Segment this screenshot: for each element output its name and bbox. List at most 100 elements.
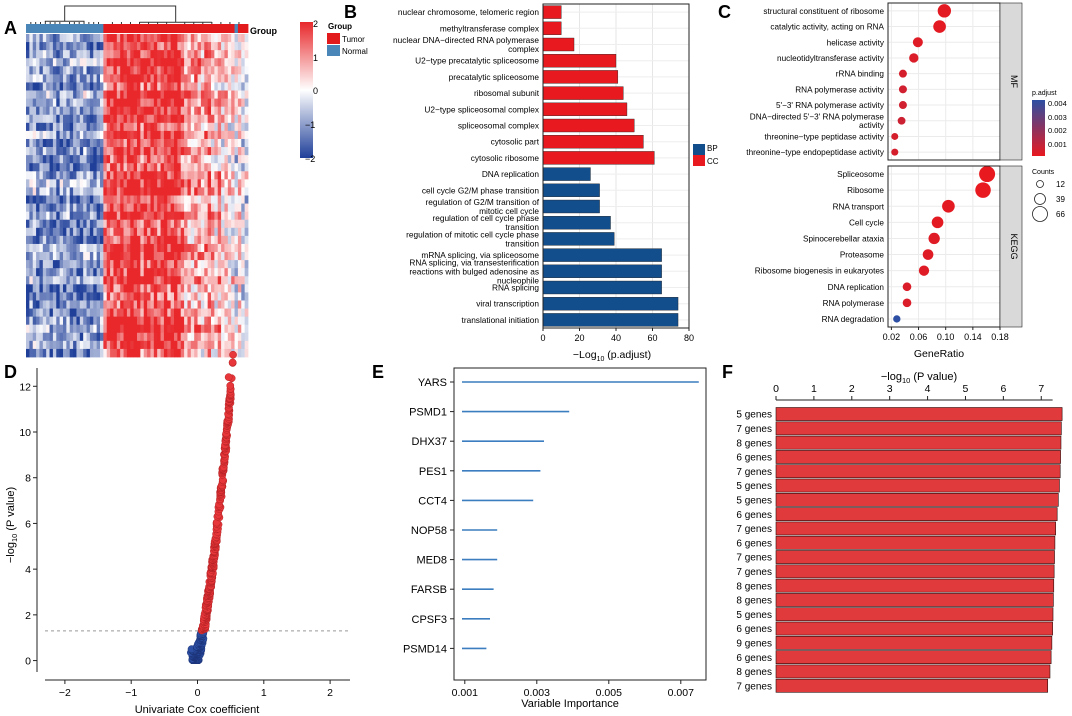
heatmap-cell <box>207 260 212 269</box>
heatmap-cell <box>46 74 50 83</box>
heatmap-cell <box>177 276 182 285</box>
heatmap-cell <box>143 227 148 237</box>
heatmap-cell <box>180 66 185 75</box>
heatmap-cell <box>46 138 50 148</box>
heatmap-cell <box>241 195 246 204</box>
heatmap-cell <box>147 98 151 108</box>
bar <box>542 118 635 133</box>
heatmap-cell <box>180 122 185 132</box>
padjust-tick: 0.004 <box>1048 99 1067 108</box>
heatmap-cell <box>49 300 54 309</box>
heatmap-cell <box>83 235 87 245</box>
heatmap-cell <box>140 300 145 309</box>
heatmap-cell <box>204 300 209 309</box>
heatmap-cell <box>221 82 225 91</box>
heatmap-cell <box>160 292 165 301</box>
heatmap-cell <box>217 98 222 108</box>
heatmap-cell <box>96 227 101 237</box>
heatmap-cell <box>79 235 84 245</box>
heatmap-cell <box>194 130 198 140</box>
heatmap-cell <box>197 147 202 156</box>
heatmap-cell <box>36 219 40 229</box>
heatmap-cell <box>63 268 67 277</box>
heatmap-cell <box>39 147 44 156</box>
panel-label-c: C <box>718 2 731 22</box>
heatmap-cell <box>93 66 98 75</box>
heatmap-cell <box>157 122 161 132</box>
heatmap-cell <box>147 324 151 334</box>
heatmap-cell <box>96 163 101 172</box>
heatmap-cell <box>103 171 108 180</box>
heatmap-cell <box>126 66 131 75</box>
heatmap-cell <box>170 147 175 156</box>
heatmap-cell <box>133 195 138 204</box>
heatmap-cell <box>46 114 50 124</box>
heatmap-cell <box>49 340 54 350</box>
heatmap-cell <box>244 74 249 83</box>
heatmap-cell <box>76 300 81 309</box>
heatmap-cell <box>63 203 67 213</box>
heatmap-cell <box>52 106 57 116</box>
heatmap-cell <box>116 284 121 293</box>
heatmap-cell <box>137 163 141 172</box>
heatmap-cell <box>227 340 232 350</box>
heatmap-cell <box>153 340 158 350</box>
heatmap-cell <box>36 332 40 342</box>
heatmap-cell <box>217 138 222 148</box>
heatmap-cell <box>69 98 74 108</box>
heatmap-cell <box>224 114 229 124</box>
heatmap-cell <box>120 324 124 334</box>
heatmap-cell <box>194 332 198 342</box>
heatmap-cell <box>106 219 111 229</box>
heatmap-cell <box>231 235 235 245</box>
heatmap-cell <box>46 66 50 75</box>
heatmap-cell <box>157 211 161 221</box>
heatmap-cell <box>204 332 209 342</box>
heatmap-cell <box>157 74 161 83</box>
heatmap-cell <box>26 252 30 261</box>
heatmap-cell <box>207 324 212 334</box>
heatmap-cell <box>42 66 47 75</box>
heatmap-cell <box>123 276 128 285</box>
heatmap-cell <box>79 147 84 156</box>
heatmap-cell <box>36 348 40 358</box>
heatmap-cell <box>153 163 158 172</box>
heatmap-cell <box>133 90 138 99</box>
heatmap-cell <box>46 284 50 293</box>
heatmap-cell <box>214 155 219 164</box>
heatmap-cell <box>52 243 57 253</box>
heatmap-cell <box>126 276 131 285</box>
heatmap-cell <box>217 195 222 204</box>
heatmap-cell <box>39 90 44 99</box>
heatmap-cell <box>177 211 182 221</box>
heatmap-cell <box>137 243 141 253</box>
heatmap-cell <box>227 316 232 326</box>
heatmap-cell <box>143 90 148 99</box>
heatmap-cell <box>42 187 47 196</box>
heatmap-cell <box>163 211 168 221</box>
heatmap-cell <box>56 66 61 75</box>
heatmap-cell <box>49 316 54 326</box>
heatmap-cell <box>42 106 47 116</box>
heatmap-cell <box>160 155 165 164</box>
heatmap-cell <box>150 171 155 180</box>
heatmap-cell <box>130 284 135 293</box>
heatmap-cell <box>207 308 212 318</box>
heatmap-cell <box>160 211 165 221</box>
heatmap-cell <box>32 284 37 293</box>
heatmap-cell <box>130 219 135 229</box>
heatmap-cell <box>46 82 50 91</box>
heatmap-cell <box>180 227 185 237</box>
heatmap-cell <box>93 219 98 229</box>
heatmap-cell <box>29 42 34 51</box>
facet-strip <box>999 165 1023 328</box>
annotation-cell <box>204 24 209 33</box>
heatmap-cell <box>49 74 54 83</box>
heatmap-cell <box>217 324 222 334</box>
heatmap-cell <box>133 106 138 116</box>
heatmap-cell <box>76 260 81 269</box>
heatmap-cell <box>32 155 37 164</box>
heatmap-cell <box>66 332 71 342</box>
heatmap-cell <box>100 203 104 213</box>
heatmap-cell <box>224 187 229 196</box>
